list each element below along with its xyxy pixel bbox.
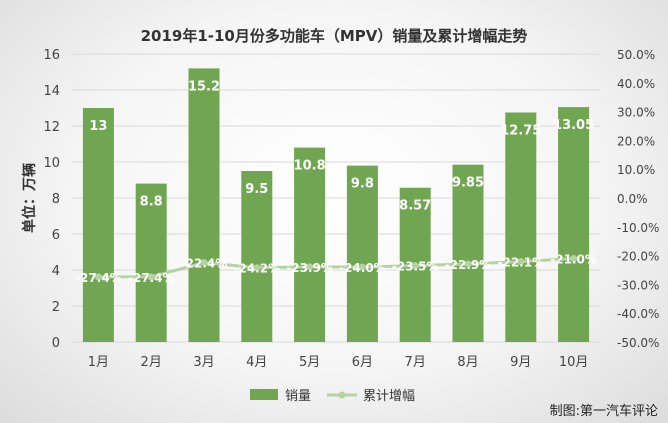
bar — [135, 183, 167, 342]
growth-point — [464, 260, 472, 268]
y-right-tick-label: 30.0% — [617, 106, 655, 120]
y-left-tick-label: 0 — [52, 336, 60, 351]
growth-point — [147, 273, 155, 281]
y-left-tick-label: 4 — [52, 264, 60, 279]
y-right-tick-label: -20.0% — [617, 250, 659, 264]
chart-title: 2019年1-10月份多功能车（MPV）销量及累计增幅走势 — [141, 27, 528, 45]
bar — [82, 108, 114, 342]
y-left-tick-label: 14 — [43, 84, 60, 99]
growth-point — [253, 264, 261, 272]
growth-point — [306, 263, 314, 271]
growth-point — [517, 258, 525, 266]
bar-value-label: 13.05 — [553, 118, 594, 133]
growth-value-label: -22.9% — [445, 258, 492, 272]
x-tick-label: 10月 — [559, 355, 589, 370]
bar-value-label: 8.57 — [399, 199, 431, 214]
growth-value-label: -23.9% — [286, 261, 333, 275]
y-right-tick-label: -30.0% — [617, 278, 659, 292]
growth-value-label: -22.1% — [497, 256, 544, 270]
bar — [294, 147, 326, 342]
growth-value-label: -21.0% — [550, 252, 597, 266]
y-left-tick-label: 16 — [43, 48, 60, 63]
bar — [188, 68, 220, 343]
bar-value-label: 10.8 — [294, 159, 326, 174]
y-left-tick-label: 6 — [52, 228, 60, 243]
legend-bar-label: 销量 — [285, 389, 311, 404]
growth-point — [94, 273, 102, 281]
x-tick-label: 5月 — [299, 355, 320, 370]
growth-value-label: -27.4% — [128, 271, 175, 285]
growth-point — [411, 262, 419, 270]
y-right-tick-label: 0.0% — [617, 192, 648, 206]
bar-value-label: 12.75 — [500, 124, 541, 139]
y-right-tick-label: -10.0% — [617, 221, 659, 235]
x-tick-label: 7月 — [405, 355, 426, 370]
y-right-tick-label: 40.0% — [617, 77, 655, 91]
y-right-tick-label: -50.0% — [617, 336, 659, 350]
y-right-tick-label: -40.0% — [617, 307, 659, 321]
x-tick-label: 9月 — [510, 355, 531, 370]
y-left-tick-label: 12 — [43, 120, 60, 135]
x-tick-label: 3月 — [193, 355, 214, 370]
bar — [505, 112, 537, 342]
legend-bar-swatch — [250, 389, 278, 400]
y-left-tick-label: 10 — [43, 156, 60, 171]
growth-value-label: -24.0% — [339, 261, 386, 275]
x-tick-label: 1月 — [88, 355, 109, 370]
x-tick-label: 4月 — [246, 355, 267, 370]
growth-point — [570, 254, 578, 262]
x-tick-label: 6月 — [352, 355, 373, 370]
growth-line — [98, 256, 574, 279]
y-left-tick-label: 2 — [52, 300, 60, 315]
legend-line-marker — [338, 391, 346, 399]
growth-value-label: -24.2% — [233, 262, 280, 276]
y-axis-label: 单位：万辆 — [21, 163, 38, 233]
legend-line-label: 累计增幅 — [363, 389, 415, 404]
y-left-tick-label: 8 — [52, 192, 60, 207]
growth-value-label: -22.4% — [181, 257, 228, 271]
bar — [346, 165, 378, 342]
credit-text: 制图:第一汽车评论 — [549, 404, 658, 419]
y-right-tick-label: 10.0% — [617, 163, 655, 177]
bar — [241, 171, 273, 342]
bar-value-label: 13 — [89, 119, 107, 134]
bar-value-label: 8.8 — [140, 195, 163, 210]
x-tick-label: 8月 — [457, 355, 478, 370]
x-tick-label: 2月 — [141, 355, 162, 370]
bar-value-label: 9.85 — [452, 176, 484, 191]
growth-value-label: -23.5% — [392, 260, 439, 274]
y-right-tick-label: 20.0% — [617, 134, 655, 148]
bar-value-label: 9.5 — [245, 182, 268, 197]
bar — [558, 107, 590, 342]
bar-value-label: 15.2 — [188, 79, 220, 94]
growth-point — [200, 259, 208, 267]
bar-value-label: 9.8 — [351, 177, 374, 192]
bar — [452, 164, 484, 342]
growth-point — [358, 263, 366, 271]
growth-value-label: -27.4% — [75, 271, 122, 285]
y-right-tick-label: 50.0% — [617, 48, 655, 62]
